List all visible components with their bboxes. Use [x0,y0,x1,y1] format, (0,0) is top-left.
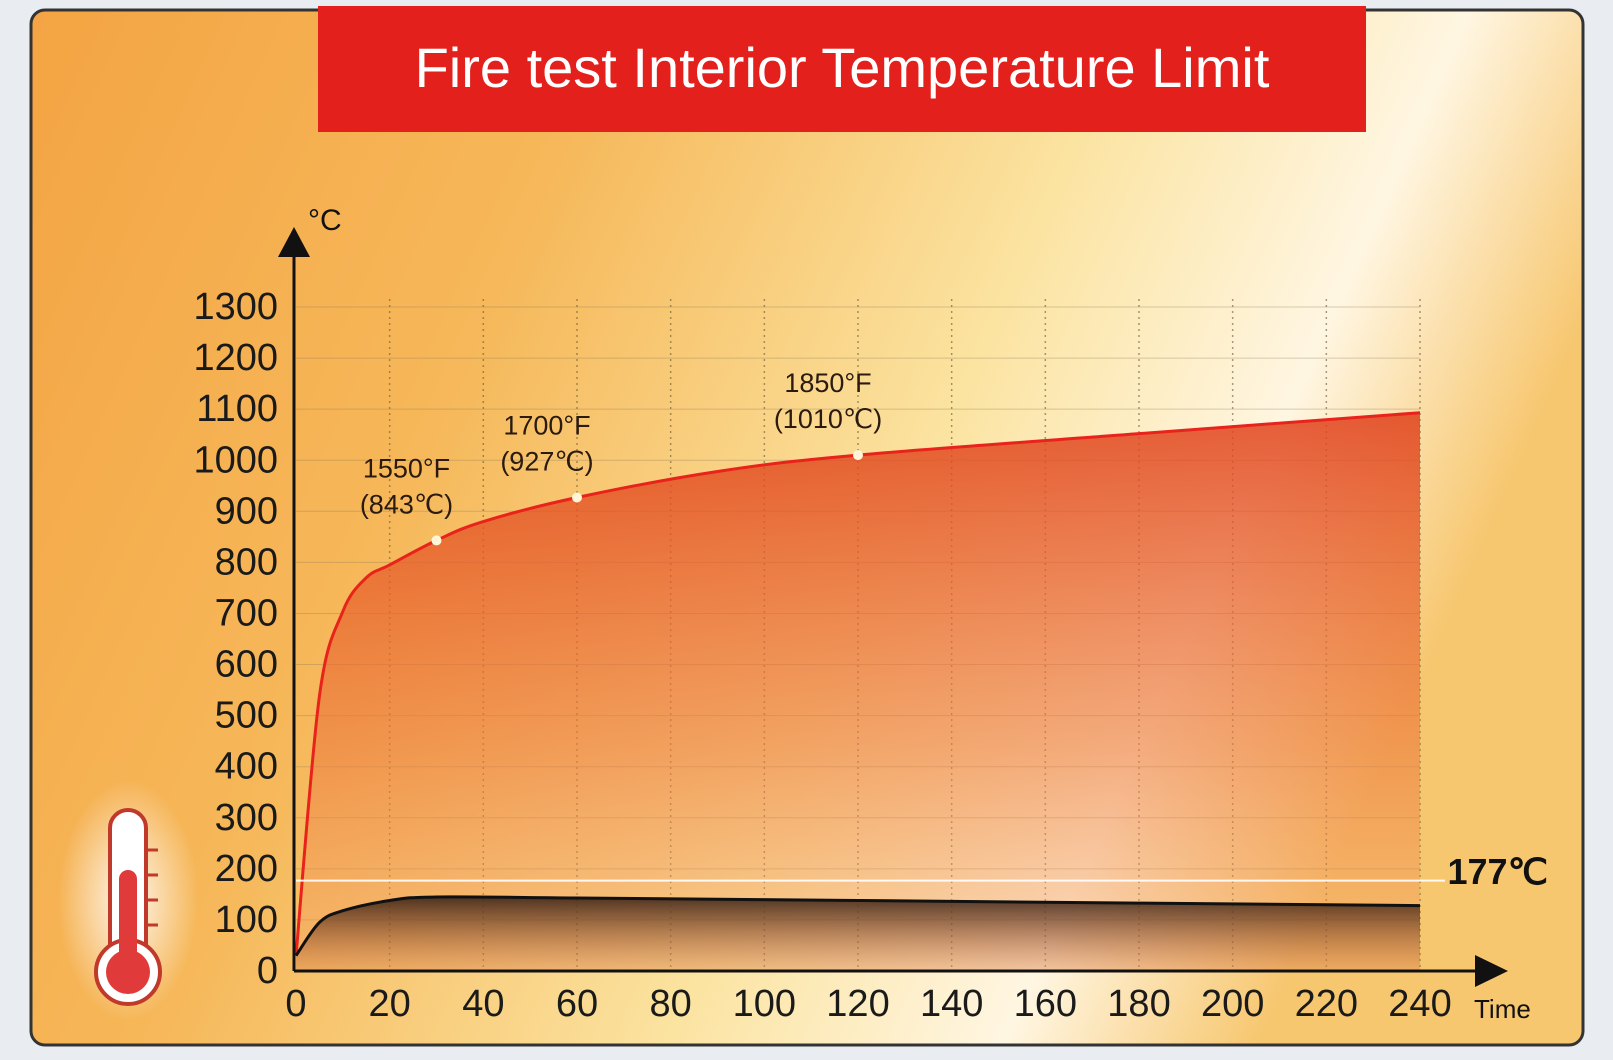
y-tick-label: 800 [215,541,278,583]
y-tick-label: 200 [215,848,278,890]
y-tick-label: 1100 [196,388,278,430]
plot: 0 20 40 60 80 100 120 140 160 180 200 220 2400100200… [193,204,1548,1025]
area [296,896,1420,971]
y-tick-label: 600 [215,644,278,686]
y-tick-label: 1300 [193,286,278,328]
x-tick-label: 160 [1014,983,1077,1025]
x-tick-label: 100 [733,983,796,1025]
x-tick-label: 60 [556,983,598,1025]
x-tick-label: 180 [1107,983,1170,1025]
annotation-label: (1010℃) [774,404,882,434]
y-tick-label: 300 [215,797,278,839]
x-tick-label: 200 [1201,983,1264,1025]
line [294,895,1421,957]
x-tick-label: 240 [1388,983,1451,1025]
line [294,411,1421,956]
y-tick-label: 1000 [193,439,278,481]
x-tick-label: 120 [826,983,889,1025]
annotation-point [572,492,582,503]
y-tick-label: 100 [215,899,278,941]
y-axis-label: °C [308,204,342,237]
y-tick-label: 900 [215,490,278,532]
y-axis-arrow [278,227,310,257]
annotation-point [431,535,442,546]
y-tick-label: 500 [215,695,278,737]
y-tick-label: 400 [215,746,278,788]
x-tick-label: 20 [369,983,411,1025]
area [296,412,1420,971]
annotation-label: 1850°F [784,368,871,398]
annotation-point [853,450,863,461]
annotation-label: (843℃) [360,490,453,520]
thermometer-icon [58,780,198,1020]
y-tick-label: 0 [257,950,278,992]
x-axis-arrow [1475,955,1508,987]
annotation-label: 1550°F [363,454,450,484]
x-tick-label: 140 [920,983,983,1025]
y-tick-label: 700 [215,592,278,634]
x-tick-label: 220 [1295,983,1358,1025]
limit-label: 177℃ [1448,851,1549,892]
title-banner [318,6,1366,132]
x-tick-label: 0 [285,983,306,1025]
x-axis-label: Time [1474,994,1531,1024]
chart-title: Fire test Interior Temperature Limit [415,36,1270,99]
x-tick-label: 80 [650,983,692,1025]
annotation-label: (927℃) [500,447,593,477]
annotation-label: 1700°F [503,411,590,441]
x-tick-label: 40 [462,983,504,1025]
y-tick-label: 1200 [193,337,278,379]
